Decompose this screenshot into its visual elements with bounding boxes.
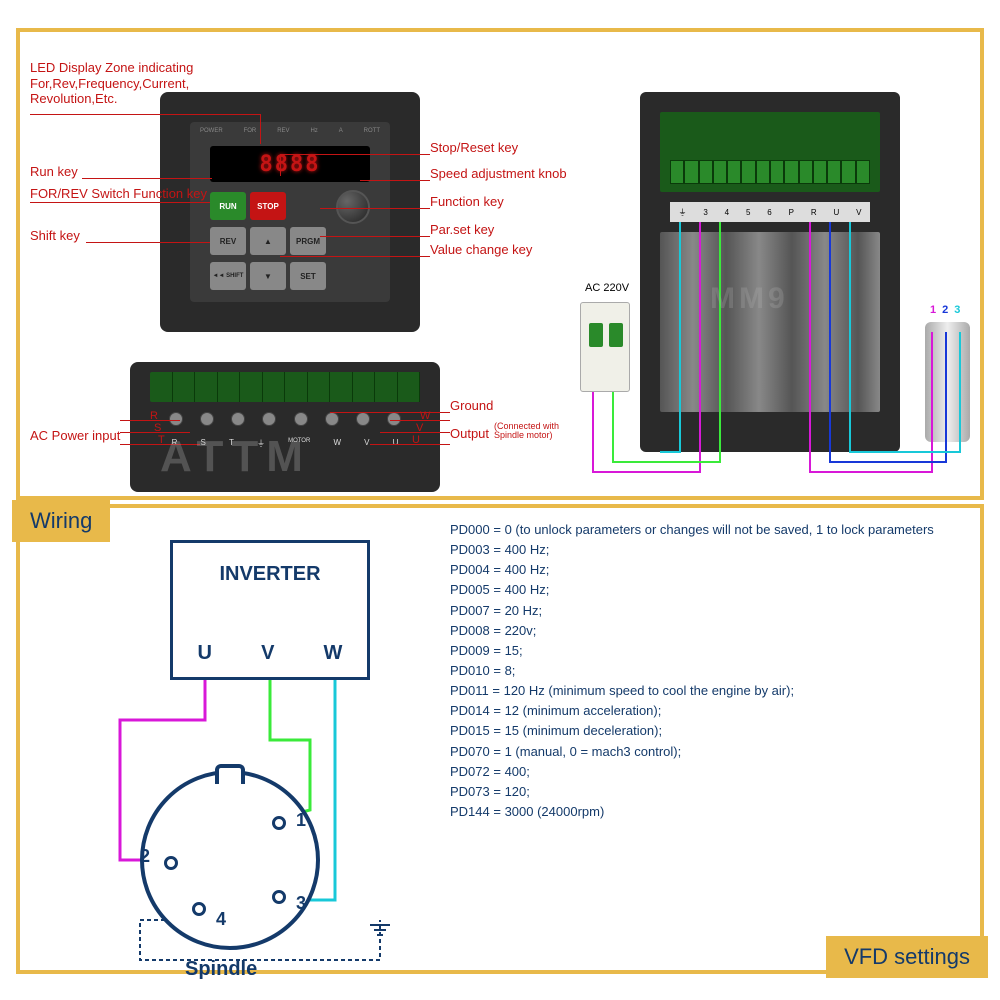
ground-label: Ground <box>450 398 493 413</box>
stop-button: STOP <box>250 192 286 220</box>
v-label: V <box>416 422 423 434</box>
callout-line <box>30 202 210 203</box>
callout-line <box>30 114 260 115</box>
uvw-row: U V W <box>173 642 367 665</box>
speed-knob <box>336 190 370 224</box>
down-button: ▼ <box>250 262 286 290</box>
breaker-switch-2 <box>609 323 623 347</box>
param-line: PD007 = 20 Hz; <box>450 601 934 621</box>
vfd-settings-tag: VFD settings <box>826 936 988 978</box>
param-line: PD011 = 120 Hz (minimum speed to cool th… <box>450 681 934 701</box>
parset-label: Par.set key <box>430 222 494 237</box>
param-line: PD000 = 0 (to unlock parameters or chang… <box>450 520 934 540</box>
param-line: PD008 = 220v; <box>450 621 934 641</box>
terminal-strip <box>150 372 420 402</box>
callout-line <box>280 154 430 155</box>
callout-line <box>330 412 450 413</box>
led-zone-label: LED Display Zone indicating For,Rev,Freq… <box>30 60 193 107</box>
spindle-connector <box>925 322 970 442</box>
param-line: PD144 = 3000 (24000rpm) <box>450 802 934 822</box>
spindle-pin-labels: 1 2 3 <box>930 304 960 316</box>
watermark: ATTM <box>160 432 311 482</box>
pin-4 <box>192 902 206 916</box>
output-label: Output <box>450 426 489 441</box>
forrev-label: FOR/REV Switch Function key <box>30 186 207 201</box>
pin-3 <box>272 890 286 904</box>
connector-notch <box>215 764 245 784</box>
w-terminal: W <box>324 642 343 665</box>
callout-line <box>280 256 430 257</box>
rev-button: REV <box>210 227 246 255</box>
callout-line <box>82 178 212 179</box>
vfd-open-view: ⏚3456PRUV <box>640 92 900 452</box>
callout-line <box>360 180 430 181</box>
set-button: SET <box>290 262 326 290</box>
up-button: ▲ <box>250 227 286 255</box>
top-diagram-frame: POWERFORREVHzAROTT 8888 RUN STOP REV ▲ P… <box>16 28 984 500</box>
stopreset-label: Stop/Reset key <box>430 140 518 155</box>
shift-label: Shift key <box>30 228 80 243</box>
button-row-1: RUN STOP <box>210 192 286 220</box>
led-indicator-row: POWERFORREVHzAROTT <box>200 128 380 142</box>
speedknob-label: Speed adjustment knob <box>430 166 567 181</box>
screw-row <box>160 412 410 432</box>
param-line: PD009 = 15; <box>450 641 934 661</box>
valuechange-label: Value change key <box>430 242 532 257</box>
breaker-switch-1 <box>589 323 603 347</box>
u-label: U <box>412 434 420 446</box>
pcb-area <box>660 112 880 192</box>
param-line: PD005 = 400 Hz; <box>450 580 934 600</box>
circuit-breaker <box>580 302 630 392</box>
pcb-terminals <box>670 160 870 184</box>
ac-input-label: AC Power input <box>30 428 120 443</box>
callout-line <box>320 236 430 237</box>
param-line: PD003 = 400 Hz; <box>450 540 934 560</box>
shift-button: ◄◄ SHIFT <box>210 262 246 290</box>
led-digits: 8888 <box>260 152 321 177</box>
callout-line <box>86 242 210 243</box>
pin-2-label: 2 <box>140 846 150 867</box>
watermark2: MM9 <box>710 282 789 316</box>
pin-2 <box>164 856 178 870</box>
w-label: W <box>420 410 430 422</box>
heatsink-labels: ⏚3456PRUV <box>670 202 870 222</box>
pin-1-label: 1 <box>296 810 306 831</box>
param-line: PD070 = 1 (manual, 0 = mach3 control); <box>450 742 934 762</box>
ac220-label: AC 220V <box>585 282 629 294</box>
v-terminal: V <box>261 642 274 665</box>
pin-4-label: 4 <box>216 909 226 930</box>
param-line: PD004 = 400 Hz; <box>450 560 934 580</box>
button-row-3: ◄◄ SHIFT ▼ SET <box>210 262 326 290</box>
heatsink <box>660 232 880 412</box>
vfd-control-panel: POWERFORREVHzAROTT 8888 RUN STOP REV ▲ P… <box>190 122 390 302</box>
funckey-label: Function key <box>430 194 504 209</box>
callout-line <box>320 208 430 209</box>
spindle-connector-diagram: 1 2 3 4 <box>140 770 320 950</box>
vfd-front-view: POWERFORREVHzAROTT 8888 RUN STOP REV ▲ P… <box>160 92 420 332</box>
run-button: RUN <box>210 192 246 220</box>
pin-3-label: 3 <box>296 893 306 914</box>
param-line: PD072 = 400; <box>450 762 934 782</box>
pin-1 <box>272 816 286 830</box>
u-line <box>370 444 450 445</box>
u-terminal: U <box>198 642 212 665</box>
button-row-2: REV ▲ PRGM <box>210 227 326 255</box>
spindle-text: Spindle <box>185 958 257 981</box>
inverter-title: INVERTER <box>173 563 367 586</box>
v-line <box>380 432 450 433</box>
r-label: R <box>150 410 158 422</box>
inverter-box: INVERTER U V W <box>170 540 370 680</box>
output-note: (Connected with Spindle motor) <box>494 422 559 440</box>
prgm-button: PRGM <box>290 227 326 255</box>
param-line: PD015 = 15 (minimum deceleration); <box>450 721 934 741</box>
wiring-tag: Wiring <box>12 500 110 542</box>
callout-line <box>260 114 261 144</box>
callout-line <box>280 154 281 176</box>
led-display: 8888 <box>210 146 370 182</box>
vfd-settings-list: PD000 = 0 (to unlock parameters or chang… <box>450 520 934 822</box>
param-line: PD010 = 8; <box>450 661 934 681</box>
run-key-label: Run key <box>30 164 78 179</box>
param-line: PD073 = 120; <box>450 782 934 802</box>
param-line: PD014 = 12 (minimum acceleration); <box>450 701 934 721</box>
